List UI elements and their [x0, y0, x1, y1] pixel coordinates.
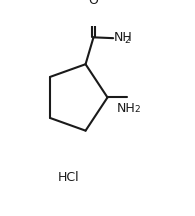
Text: 2: 2	[124, 36, 130, 45]
Text: NH: NH	[113, 31, 132, 44]
Text: HCl: HCl	[58, 171, 79, 184]
Text: NH: NH	[116, 102, 135, 115]
Text: O: O	[89, 0, 98, 6]
Text: 2: 2	[134, 105, 140, 114]
